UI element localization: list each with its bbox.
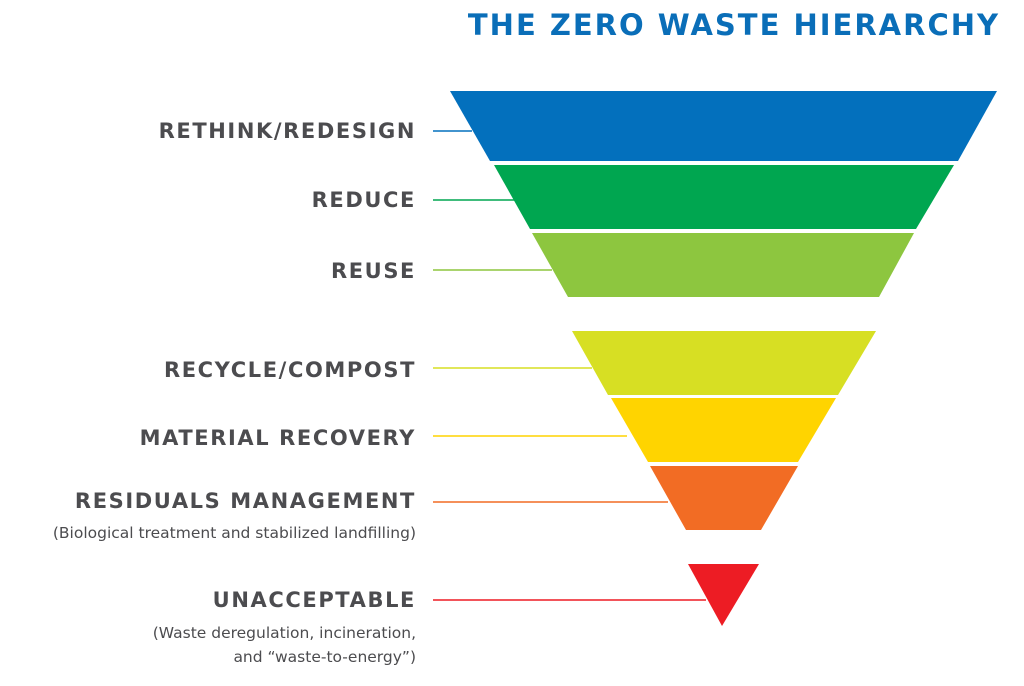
label-material-recovery: MATERIAL RECOVERY: [139, 426, 416, 450]
diagram-title: THE ZERO WASTE HIERARCHY: [467, 8, 1000, 42]
label-unacceptable: UNACCEPTABLE: [212, 588, 416, 612]
tier-rethink-redesign: [450, 91, 997, 161]
label-reuse: REUSE: [330, 259, 416, 283]
note-unacceptable-line-1: (Waste deregulation, incineration,: [152, 624, 416, 642]
label-rethink-redesign: RETHINK/REDESIGN: [158, 119, 416, 143]
tier-material-recovery: [611, 398, 836, 462]
label-recycle-compost: RECYCLE/COMPOST: [163, 358, 416, 382]
note-residuals-management: (Biological treatment and stabilized lan…: [52, 524, 416, 542]
tier-recycle-compost: [572, 331, 876, 395]
tier-unacceptable: [688, 564, 759, 626]
note-unacceptable-line-2: and “waste-to-energy”): [233, 648, 416, 666]
label-reduce: REDUCE: [311, 188, 416, 212]
tier-reduce: [494, 165, 954, 229]
label-residuals-management: RESIDUALS MANAGEMENT: [74, 489, 416, 513]
tier-reuse: [532, 233, 914, 297]
tier-residuals-management: [650, 466, 798, 530]
